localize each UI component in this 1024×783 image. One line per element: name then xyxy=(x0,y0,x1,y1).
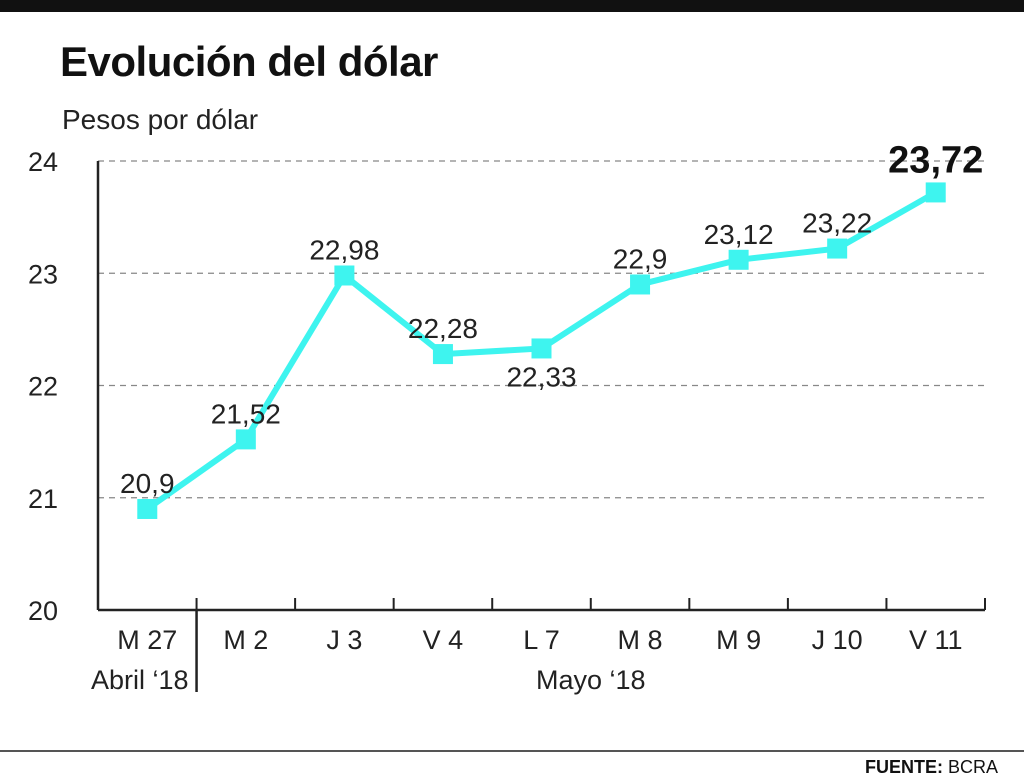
data-label: 23,72 xyxy=(888,139,983,181)
period-label: Mayo ‘18 xyxy=(536,665,646,695)
y-tick-label: 20 xyxy=(28,596,58,626)
data-point-marker xyxy=(334,265,355,286)
x-category-label: L 7 xyxy=(523,625,560,655)
y-tick-label: 24 xyxy=(28,147,58,177)
source-value: BCRA xyxy=(947,757,998,777)
source-credit: FUENTE: BCRA xyxy=(865,757,998,778)
x-category-label: V 11 xyxy=(909,625,963,655)
top-bar xyxy=(0,0,1024,12)
data-label: 22,98 xyxy=(309,234,379,265)
x-category-label: V 4 xyxy=(423,625,464,655)
chart-title: Evolución del dólar xyxy=(60,38,438,85)
period-label: Abril ‘18 xyxy=(91,665,189,695)
x-category-label: M 8 xyxy=(618,625,663,655)
x-category-label: M 27 xyxy=(117,625,177,655)
line-chart: 20 21 22 23 24 M 27 M 2 J 3 V 4 L 7 M 8 M 9 J 10 V 11… xyxy=(28,139,986,695)
x-category-label: M 2 xyxy=(223,625,268,655)
y-tick-label: 22 xyxy=(28,372,58,402)
data-point-marker xyxy=(827,238,848,259)
x-category-label: M 9 xyxy=(716,625,761,655)
footer-rule xyxy=(0,750,1024,752)
x-category-label: J 10 xyxy=(812,625,863,655)
data-point-marker xyxy=(531,338,552,359)
y-tick-label: 23 xyxy=(28,259,58,289)
source-label: FUENTE: xyxy=(864,757,943,777)
x-category-label: J 3 xyxy=(326,625,362,655)
data-point-marker xyxy=(432,344,453,365)
data-point-marker xyxy=(728,249,749,270)
data-label: 23,12 xyxy=(704,219,774,250)
data-label: 22,28 xyxy=(408,313,478,344)
y-tick-label: 21 xyxy=(28,484,58,514)
data-label: 22,33 xyxy=(506,361,576,392)
data-label: 23,22 xyxy=(802,208,872,239)
data-point-marker xyxy=(235,429,256,450)
data-point-marker xyxy=(137,498,158,519)
data-label: 22,9 xyxy=(613,243,668,274)
data-point-marker xyxy=(925,182,946,203)
y-axis-unit-label: Pesos por dólar xyxy=(62,104,259,135)
data-label: 20,9 xyxy=(120,468,175,499)
data-label: 21,52 xyxy=(211,398,281,429)
data-point-marker xyxy=(630,274,651,295)
